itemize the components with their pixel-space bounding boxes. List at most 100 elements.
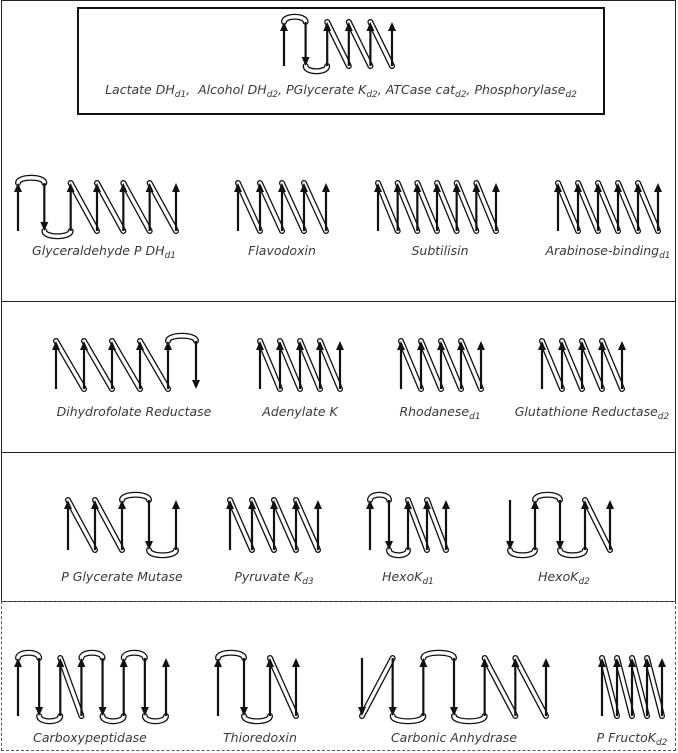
connection-loop-fill: [236, 181, 262, 233]
connection-loop-fill: [615, 656, 634, 718]
connection-loop-fill: [122, 651, 147, 660]
strand-arrow-up: [643, 658, 651, 667]
connection-loop-fill: [645, 656, 664, 718]
strand-arrow-up: [581, 500, 589, 509]
strand-arrow-up: [77, 658, 86, 667]
strand-arrow-up: [93, 183, 101, 192]
strand-arrow-up: [598, 341, 606, 350]
strand-arrow-down: [556, 541, 564, 550]
connection-loop-fill: [368, 20, 394, 68]
connection-loop-fill: [147, 181, 178, 233]
strand-arrow-up: [442, 500, 450, 509]
strand-arrow-up: [538, 341, 546, 350]
strand-arrow-up: [433, 183, 441, 192]
strand-arrow-up: [606, 500, 614, 509]
strand-arrow-up: [14, 183, 22, 192]
strand-arrow-up: [276, 341, 284, 350]
connection-loop-fill: [93, 498, 124, 552]
connection-loop-fill: [138, 339, 170, 391]
strand-arrow-up: [492, 183, 500, 192]
strand-arrow-down: [450, 707, 458, 716]
connection-loop-fill: [54, 339, 86, 391]
strand-arrow-up: [336, 341, 344, 350]
connection-loop-fill: [16, 651, 41, 660]
strand-arrow-up: [226, 500, 234, 509]
strand-arrow-up: [654, 183, 662, 192]
top-topology-diagram: [280, 13, 396, 75]
label-flavodoxin: Flavodoxin: [248, 243, 316, 258]
diagram-thioredoxin: [214, 649, 300, 725]
strand-arrow-up: [614, 183, 622, 192]
strand-arrow-down: [240, 707, 248, 716]
strand-arrow-up: [296, 341, 304, 350]
strand-arrow-up: [511, 658, 520, 667]
strand-arrow-up: [658, 658, 666, 667]
connection-loop-fill: [268, 656, 298, 718]
strand-arrow-up: [578, 341, 586, 350]
strand-arrow-up: [404, 500, 412, 509]
strand-arrow-up: [234, 183, 242, 192]
label-thioredoxin: Thioredoxin: [223, 730, 297, 745]
strand-arrow-up: [64, 500, 72, 509]
connection-loop-fill: [482, 656, 518, 718]
strand-arrow-up: [256, 341, 264, 350]
diagram-glyceraldehyde-p-dh: [14, 174, 180, 240]
strand-arrow-down: [506, 541, 514, 550]
strand-arrow-up: [452, 183, 461, 192]
diagram-rhodanese: [397, 338, 485, 392]
strand-arrow-down: [301, 57, 310, 66]
strand-arrow-up: [172, 183, 180, 192]
diagram-carboxypeptidase: [14, 649, 170, 725]
strand-arrow-up: [119, 183, 128, 192]
strand-arrow-up: [316, 341, 324, 350]
connection-loop-fill: [258, 181, 284, 233]
strand-arrow-up: [292, 500, 300, 509]
diagram-glutathione-reductase: [538, 338, 626, 392]
label-carboxypeptidase: Carboxypeptidase: [33, 730, 147, 745]
strand-arrow-up: [472, 183, 481, 192]
label-rhodanese: Rhodanesed1: [399, 404, 481, 422]
connection-loop-fill: [600, 656, 619, 718]
strand-arrow-up: [419, 658, 428, 667]
connection-loop-fill: [368, 493, 391, 502]
header-box: [77, 7, 605, 115]
connection-loop-fill: [95, 181, 126, 233]
connection-loop-fill: [68, 181, 99, 233]
strand-arrow-up: [91, 500, 99, 509]
strand-arrow-down: [140, 707, 149, 716]
strand-arrow-up: [145, 183, 154, 192]
strand-arrow-up: [56, 658, 65, 667]
strand-arrow-up: [457, 341, 465, 350]
connection-loop-fill: [280, 181, 306, 233]
strand-arrow-up: [266, 658, 274, 667]
connection-loop-fill: [79, 651, 105, 660]
strand-arrow-down: [388, 707, 397, 716]
panel-row-4: [1, 601, 676, 751]
strand-arrow-up: [80, 341, 88, 350]
diagram-hexok-d2: [506, 491, 614, 559]
connection-loop-fill: [508, 548, 537, 557]
label-hexok-d2: HexoKd2: [538, 569, 590, 587]
connection-loop-fill: [452, 714, 487, 723]
connection-loop-fill: [143, 714, 168, 723]
connection-loop-fill: [630, 656, 649, 718]
strand-arrow-up: [314, 500, 322, 509]
connection-loop-fill: [302, 181, 328, 233]
strand-arrow-up: [300, 183, 308, 192]
strand-arrow-up: [278, 183, 286, 192]
label-p-fructok: P FructoKd2: [596, 730, 668, 748]
connection-loop-fill: [533, 493, 562, 502]
strand-arrow-up: [542, 658, 550, 667]
strand-arrow-up: [66, 183, 75, 192]
strand-arrow-up: [558, 341, 566, 350]
label-subtilisin: Subtilisin: [411, 243, 469, 258]
label-glutathione-reductase: Glutathione Reductased2: [514, 404, 670, 422]
connection-loop-fill: [147, 548, 178, 557]
strand-arrow-up: [397, 341, 405, 350]
strand-arrow-up: [437, 341, 445, 350]
strand-arrow-up: [270, 500, 278, 509]
diagram-hexok-d1: [366, 491, 450, 559]
strand-arrow-up: [280, 22, 288, 31]
strand-arrow-up: [574, 183, 582, 192]
